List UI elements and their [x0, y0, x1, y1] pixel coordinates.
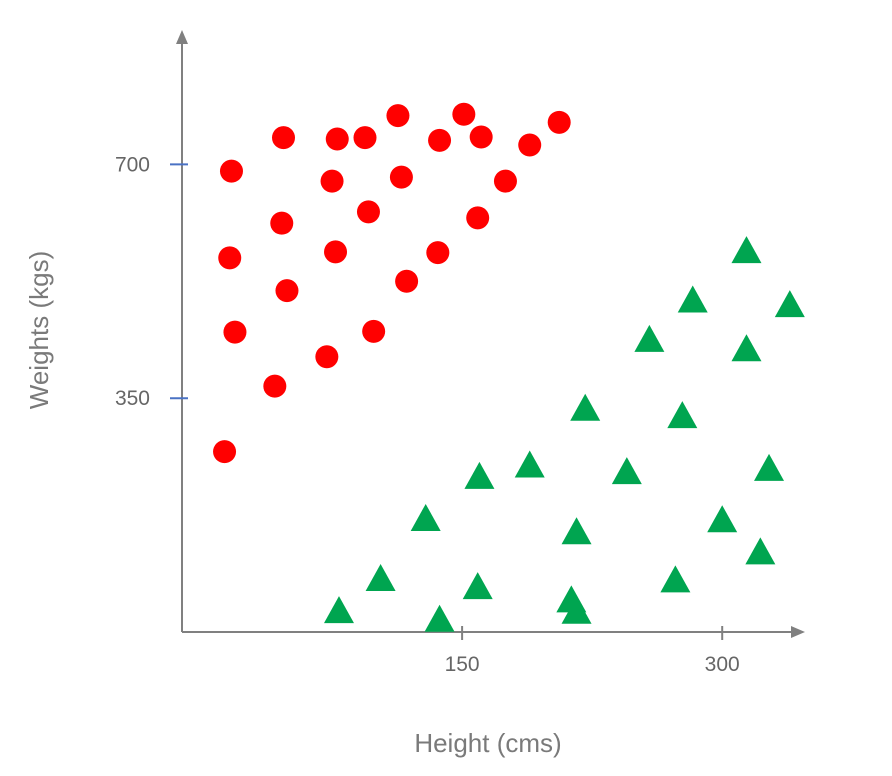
- y-axis-title: Weights (kgs): [24, 251, 54, 409]
- data-point-circle: [362, 319, 386, 343]
- data-point-triangle: [410, 503, 441, 531]
- data-point-circle: [213, 440, 237, 464]
- data-point-triangle: [464, 461, 495, 489]
- data-point-circle: [218, 246, 242, 270]
- data-point-triangle: [323, 596, 354, 624]
- data-point-circle: [493, 169, 517, 193]
- data-point-circle: [320, 169, 344, 193]
- data-point-circle: [324, 240, 348, 264]
- data-point-triangle: [774, 290, 805, 318]
- y-tick-label: 700: [115, 153, 150, 176]
- data-point-circle: [263, 374, 287, 398]
- data-point-circle: [270, 211, 294, 235]
- data-point-circle: [275, 279, 299, 303]
- data-point-circle: [518, 133, 542, 157]
- data-point-triangle: [707, 505, 738, 533]
- x-axis-title: Height (cms): [414, 728, 561, 758]
- data-point-triangle: [677, 285, 708, 313]
- data-point-circle: [386, 104, 410, 128]
- data-point-circle: [452, 102, 476, 126]
- data-point-triangle: [731, 334, 762, 362]
- data-point-triangle: [514, 450, 545, 478]
- data-point-triangle: [731, 236, 762, 264]
- data-point-triangle: [365, 564, 396, 592]
- data-point-circle: [428, 128, 452, 152]
- data-point-circle: [315, 345, 339, 369]
- data-point-triangle: [424, 604, 455, 632]
- x-tick-label: 300: [705, 653, 740, 676]
- data-point-circle: [219, 159, 243, 183]
- data-point-triangle: [561, 596, 592, 624]
- data-point-circle: [469, 125, 493, 149]
- data-point-circle: [356, 200, 380, 224]
- data-point-circle: [466, 206, 490, 230]
- data-point-triangle: [660, 565, 691, 593]
- data-point-triangle: [570, 393, 601, 421]
- data-point-triangle: [634, 324, 665, 352]
- y-tick-label: 350: [115, 387, 150, 410]
- data-point-circle: [426, 241, 450, 265]
- data-point-triangle: [561, 517, 592, 545]
- data-point-triangle: [754, 453, 785, 481]
- data-point-circle: [223, 320, 247, 344]
- data-point-triangle: [611, 457, 642, 485]
- y-axis-arrow-icon: [176, 30, 188, 44]
- data-point-circle: [271, 126, 295, 150]
- data-point-triangle: [667, 401, 698, 429]
- data-point-circle: [353, 126, 377, 150]
- data-point-triangle: [462, 572, 493, 600]
- x-axis-arrow-icon: [791, 626, 805, 638]
- data-point-triangle: [745, 537, 776, 565]
- data-point-circle: [547, 110, 571, 134]
- x-tick-label: 150: [445, 653, 480, 676]
- data-point-circle: [395, 269, 419, 293]
- data-point-circle: [325, 127, 349, 151]
- data-point-circle: [389, 165, 413, 189]
